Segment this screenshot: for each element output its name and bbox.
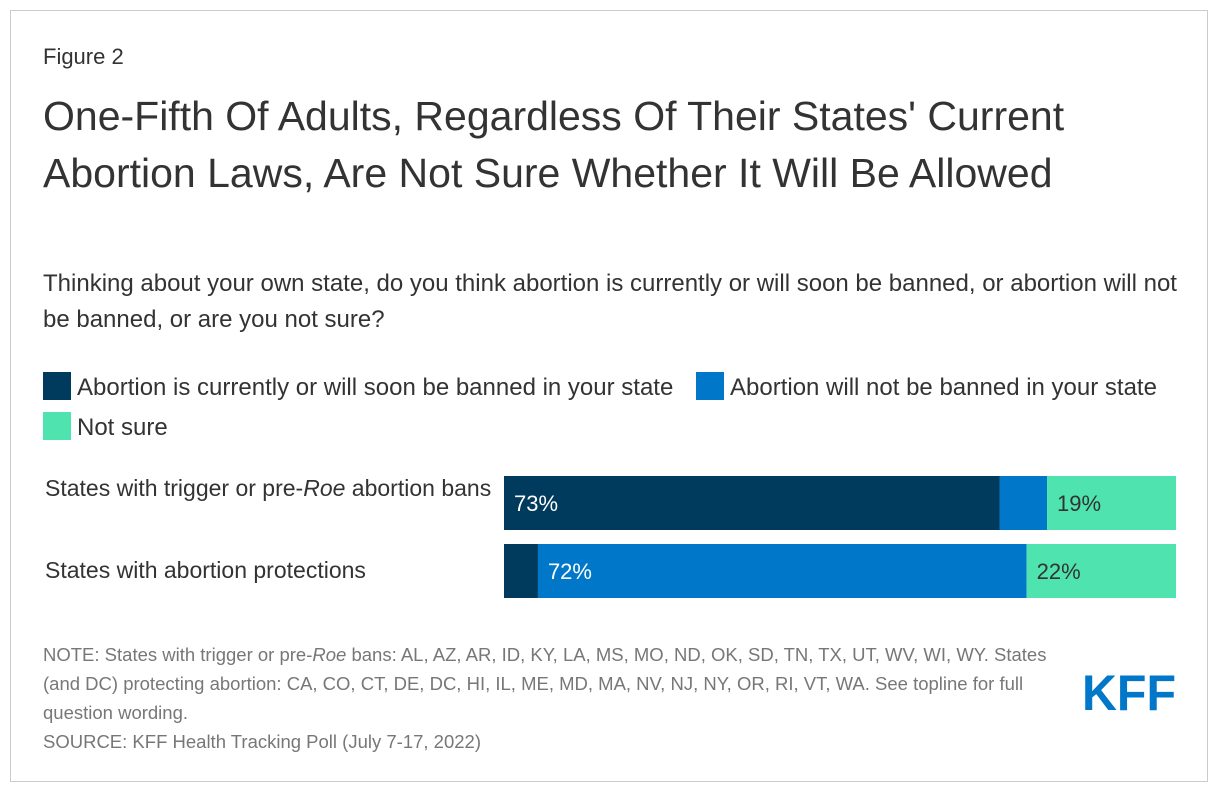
bar-row1-not-banned (999, 476, 1048, 530)
figure-label: Figure 2 (43, 44, 124, 69)
note-italic: Roe (312, 644, 347, 665)
source-text: SOURCE: KFF Health Tracking Poll (July 7… (43, 731, 481, 752)
chart-note: NOTE: States with trigger or pre-Roe ban… (43, 640, 1053, 756)
figure-frame (10, 10, 1208, 782)
data-label-row1-not-sure: 19% (1057, 491, 1101, 516)
legend-item-banned: Abortion is currently or will soon be ba… (43, 372, 674, 401)
legend: Abortion is currently or will soon be ba… (43, 368, 1193, 448)
kff-logo: KFF (1082, 670, 1176, 714)
legend-label-not-banned: Abortion will not be banned in your stat… (730, 374, 1157, 401)
legend-label-not-sure: Not sure (77, 414, 168, 441)
row-label-protections: States with abortion protections (45, 555, 495, 586)
legend-swatch-not-sure (43, 412, 71, 440)
data-label-row1-banned: 73% (514, 491, 558, 516)
legend-label-banned: Abortion is currently or will soon be ba… (77, 374, 674, 401)
legend-swatch-not-banned (696, 372, 724, 400)
data-label-row2-not-sure: 22% (1037, 559, 1081, 584)
row-label-trigger-bans-italic: Roe (303, 475, 346, 501)
note-text: NOTE: States with trigger or pre-Roe ban… (43, 640, 1053, 727)
note-suffix: bans: AL, AZ, AR, ID, KY, LA, MS, MO, ND… (43, 644, 1047, 723)
bar-row1-banned (504, 476, 1000, 530)
data-label-row2-not-banned: 72% (548, 559, 592, 584)
row-label-trigger-bans: States with trigger or pre-Roe abortion … (45, 473, 495, 504)
row-label-trigger-bans-prefix: States with trigger or pre- (45, 475, 304, 501)
chart-subtitle: Thinking about your own state, do you th… (43, 270, 1177, 333)
bar-row2-banned (504, 544, 538, 598)
legend-item-not-sure: Not sure (43, 412, 168, 441)
legend-swatch-banned (43, 372, 71, 400)
bar-row2-not-banned (537, 544, 1027, 598)
bar-row2-not-sure (1026, 544, 1176, 598)
bar-row1-not-sure (1047, 476, 1176, 530)
row-label-trigger-bans-suffix: abortion bans (345, 475, 492, 501)
note-prefix: NOTE: States with trigger or pre- (43, 644, 313, 665)
kff-logo-text: KFF (1082, 670, 1176, 714)
chart-title: One-Fifth Of Adults, Regardless Of Their… (43, 93, 1065, 196)
legend-item-not-banned: Abortion will not be banned in your stat… (696, 372, 1157, 401)
row-label-protections-prefix: States with abortion protections (45, 557, 366, 583)
